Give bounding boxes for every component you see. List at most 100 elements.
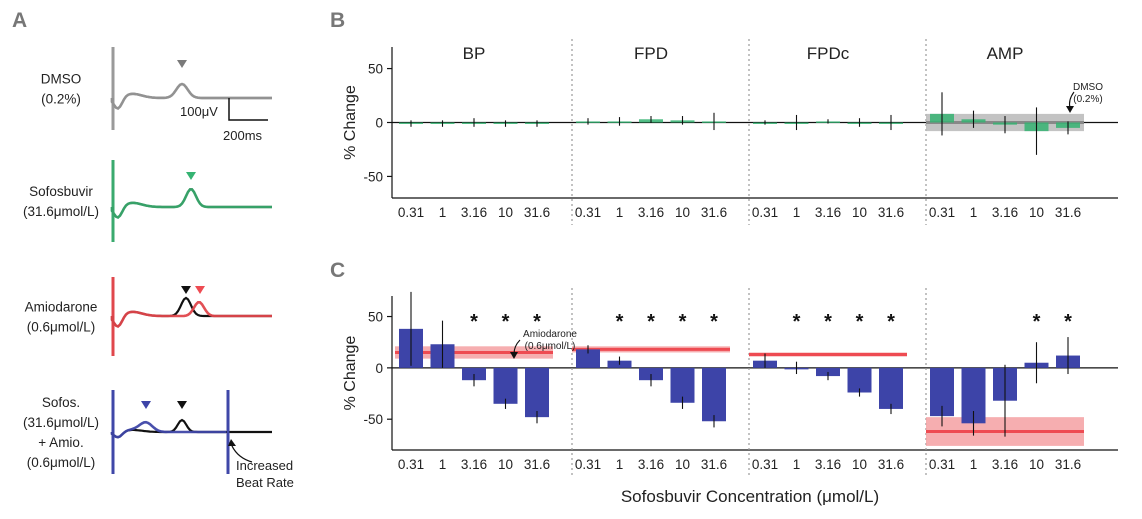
x-tick-label: 10 — [852, 457, 867, 472]
bar — [576, 349, 600, 368]
trace-label-line: (0.6μmol/L) — [27, 320, 96, 335]
x-tick-label: 31.6 — [878, 205, 904, 220]
baseline-trace — [110, 418, 272, 439]
significance-marker: * — [887, 311, 895, 333]
amiodarone-annotation: (0.6μmol/L) — [525, 341, 576, 352]
peak-marker — [141, 401, 151, 409]
significance-marker: * — [647, 311, 655, 333]
group-title: FPDc — [807, 44, 850, 63]
y-axis-label: % Change — [342, 85, 359, 160]
group-title: FPD — [634, 44, 668, 63]
x-tick-label: 10 — [675, 457, 690, 472]
x-tick-label: 0.31 — [752, 457, 778, 472]
y-tick-label: -50 — [363, 412, 383, 427]
panel-letter-a: A — [12, 9, 27, 32]
x-tick-label: 1 — [616, 457, 624, 472]
x-tick-label: 1 — [970, 205, 978, 220]
dmso-arrowhead — [1066, 106, 1074, 113]
x-tick-label: 3.16 — [815, 457, 841, 472]
significance-marker: * — [824, 311, 832, 333]
y-tick-label: 0 — [375, 116, 383, 131]
x-tick-label: 31.6 — [1055, 205, 1081, 220]
significance-marker: * — [679, 311, 687, 333]
trace-label-line: (31.6μmol/L) — [23, 415, 99, 430]
x-tick-label: 31.6 — [1055, 457, 1081, 472]
x-tick-label: 0.31 — [575, 457, 601, 472]
trace-label-line: Sofos. — [42, 395, 80, 410]
significance-marker: * — [502, 311, 510, 333]
x-tick-label: 31.6 — [524, 205, 550, 220]
x-tick-label: 1 — [439, 457, 447, 472]
panel-letter-b: B — [330, 9, 345, 32]
group-title: AMP — [987, 44, 1024, 63]
x-tick-label: 10 — [498, 205, 513, 220]
x-tick-label: 3.16 — [815, 205, 841, 220]
significance-marker: * — [616, 311, 624, 333]
bar — [525, 367, 549, 418]
y-tick-label: 50 — [368, 62, 383, 77]
x-tick-label: 3.16 — [992, 205, 1018, 220]
panel-letter-c: C — [330, 259, 345, 282]
trace-label-line: DMSO — [41, 72, 82, 87]
peak-marker — [181, 286, 191, 294]
scale-bar — [228, 98, 268, 121]
amiodarone-annotation: Amiodarone — [523, 329, 577, 340]
peak-marker — [177, 60, 187, 68]
x-tick-label: 0.31 — [398, 457, 424, 472]
x-tick-label: 3.16 — [638, 205, 664, 220]
x-tick-label: 31.6 — [524, 457, 550, 472]
y-axis-label: % Change — [342, 336, 359, 411]
x-tick-label: 1 — [793, 205, 801, 220]
x-tick-label: 31.6 — [701, 205, 727, 220]
x-tick-label: 31.6 — [701, 457, 727, 472]
x-tick-label: 3.16 — [461, 457, 487, 472]
trace-label-line: (0.6μmol/L) — [27, 455, 96, 470]
significance-marker: * — [856, 311, 864, 333]
bar — [702, 367, 726, 422]
x-tick-label: 0.31 — [752, 205, 778, 220]
significance-marker: * — [533, 311, 541, 333]
x-tick-label: 0.31 — [929, 205, 955, 220]
annotation-arrow — [231, 445, 253, 463]
group-title: BP — [463, 44, 486, 63]
x-tick-label: 0.31 — [929, 457, 955, 472]
x-tick-label: 10 — [498, 457, 513, 472]
x-tick-label: 1 — [793, 457, 801, 472]
peak-marker — [177, 401, 187, 409]
panel-a-traces: DMSO (0.2%) Sofosbuvir (31.6μmol/L) Amiodaro… — [23, 47, 294, 490]
peak-marker — [186, 172, 196, 180]
drug-trace — [110, 188, 272, 220]
y-tick-label: 0 — [375, 361, 383, 376]
x-tick-label: 10 — [852, 205, 867, 220]
x-tick-label: 10 — [1029, 457, 1044, 472]
x-tick-label: 3.16 — [992, 457, 1018, 472]
trace-label-line: Sofosbuvir — [29, 184, 93, 199]
trace-label-line: (0.2%) — [41, 92, 81, 107]
x-tick-label: 31.6 — [878, 457, 904, 472]
drug-trace — [110, 420, 226, 439]
dmso-annotation: DMSO — [1073, 82, 1103, 93]
bar — [493, 367, 518, 404]
significance-marker: * — [1033, 311, 1041, 333]
increased-beat-rate-label: Beat Rate — [236, 475, 294, 490]
x-tick-label: 1 — [970, 457, 978, 472]
trace-label-line: + Amio. — [38, 435, 83, 450]
significance-marker: * — [710, 311, 718, 333]
x-tick-label: 0.31 — [398, 205, 424, 220]
scale-time-label: 200ms — [223, 128, 263, 143]
x-tick-label: 1 — [616, 205, 624, 220]
x-tick-label: 10 — [675, 205, 690, 220]
y-tick-label: -50 — [363, 169, 383, 184]
peak-marker — [195, 286, 205, 294]
drug-trace — [110, 301, 272, 329]
x-tick-label: 3.16 — [638, 457, 664, 472]
significance-marker: * — [793, 311, 801, 333]
drug-trace — [110, 82, 272, 111]
trace-label-line: Amiodarone — [25, 300, 98, 315]
x-tick-label: 3.16 — [461, 205, 487, 220]
bar — [879, 367, 903, 409]
x-tick-label: 0.31 — [575, 205, 601, 220]
scale-voltage-label: 100μV — [180, 104, 218, 119]
